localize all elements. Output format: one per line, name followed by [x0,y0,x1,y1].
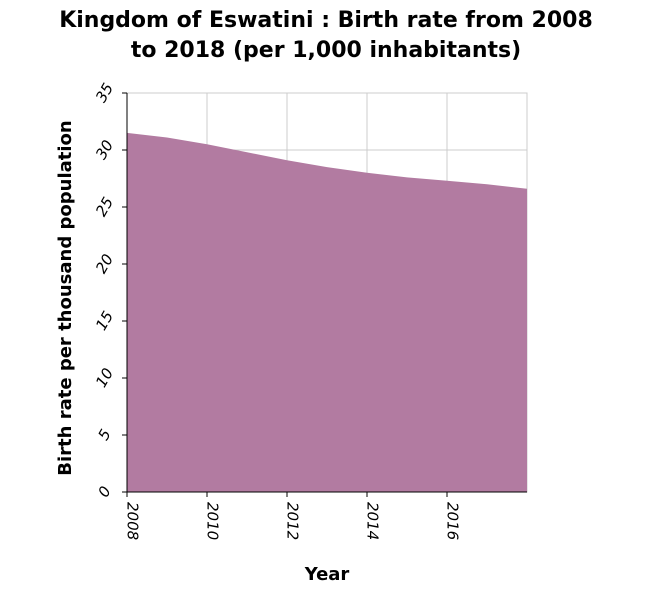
x-tick-label: 2008 [124,502,142,540]
y-axis-label: Birth rate per thousand population [55,120,76,475]
x-tick-labels: 2008 2010 2012 2014 2016 [124,502,462,540]
y-tick-label: 5 [94,426,114,443]
x-tick-label: 2014 [364,502,382,540]
chart-title-line-1: Kingdom of Eswatini : Birth rate from 20… [59,8,593,33]
y-tick-label: 20 [92,251,117,277]
x-tick-label: 2012 [284,502,302,540]
y-tick-label: 25 [92,194,117,220]
y-tick-label: 0 [94,483,114,500]
chart-title-line-2: to 2018 (per 1,000 inhabitants) [130,38,522,63]
area-series [127,132,527,492]
x-tick-label: 2010 [204,502,222,540]
y-tick-label: 30 [92,137,117,163]
chart-title: Kingdom of Eswatini : Birth rate from 20… [0,6,652,66]
y-tick-label: 15 [92,308,117,334]
area-layer [127,132,527,492]
y-tick-labels: 0 5 10 15 20 25 30 35 [92,80,117,500]
y-tick-label: 10 [92,365,117,391]
x-axis-label: Year [304,564,350,585]
y-tick-label: 35 [92,80,117,106]
axes [122,92,527,497]
x-tick-label: 2016 [444,502,462,540]
